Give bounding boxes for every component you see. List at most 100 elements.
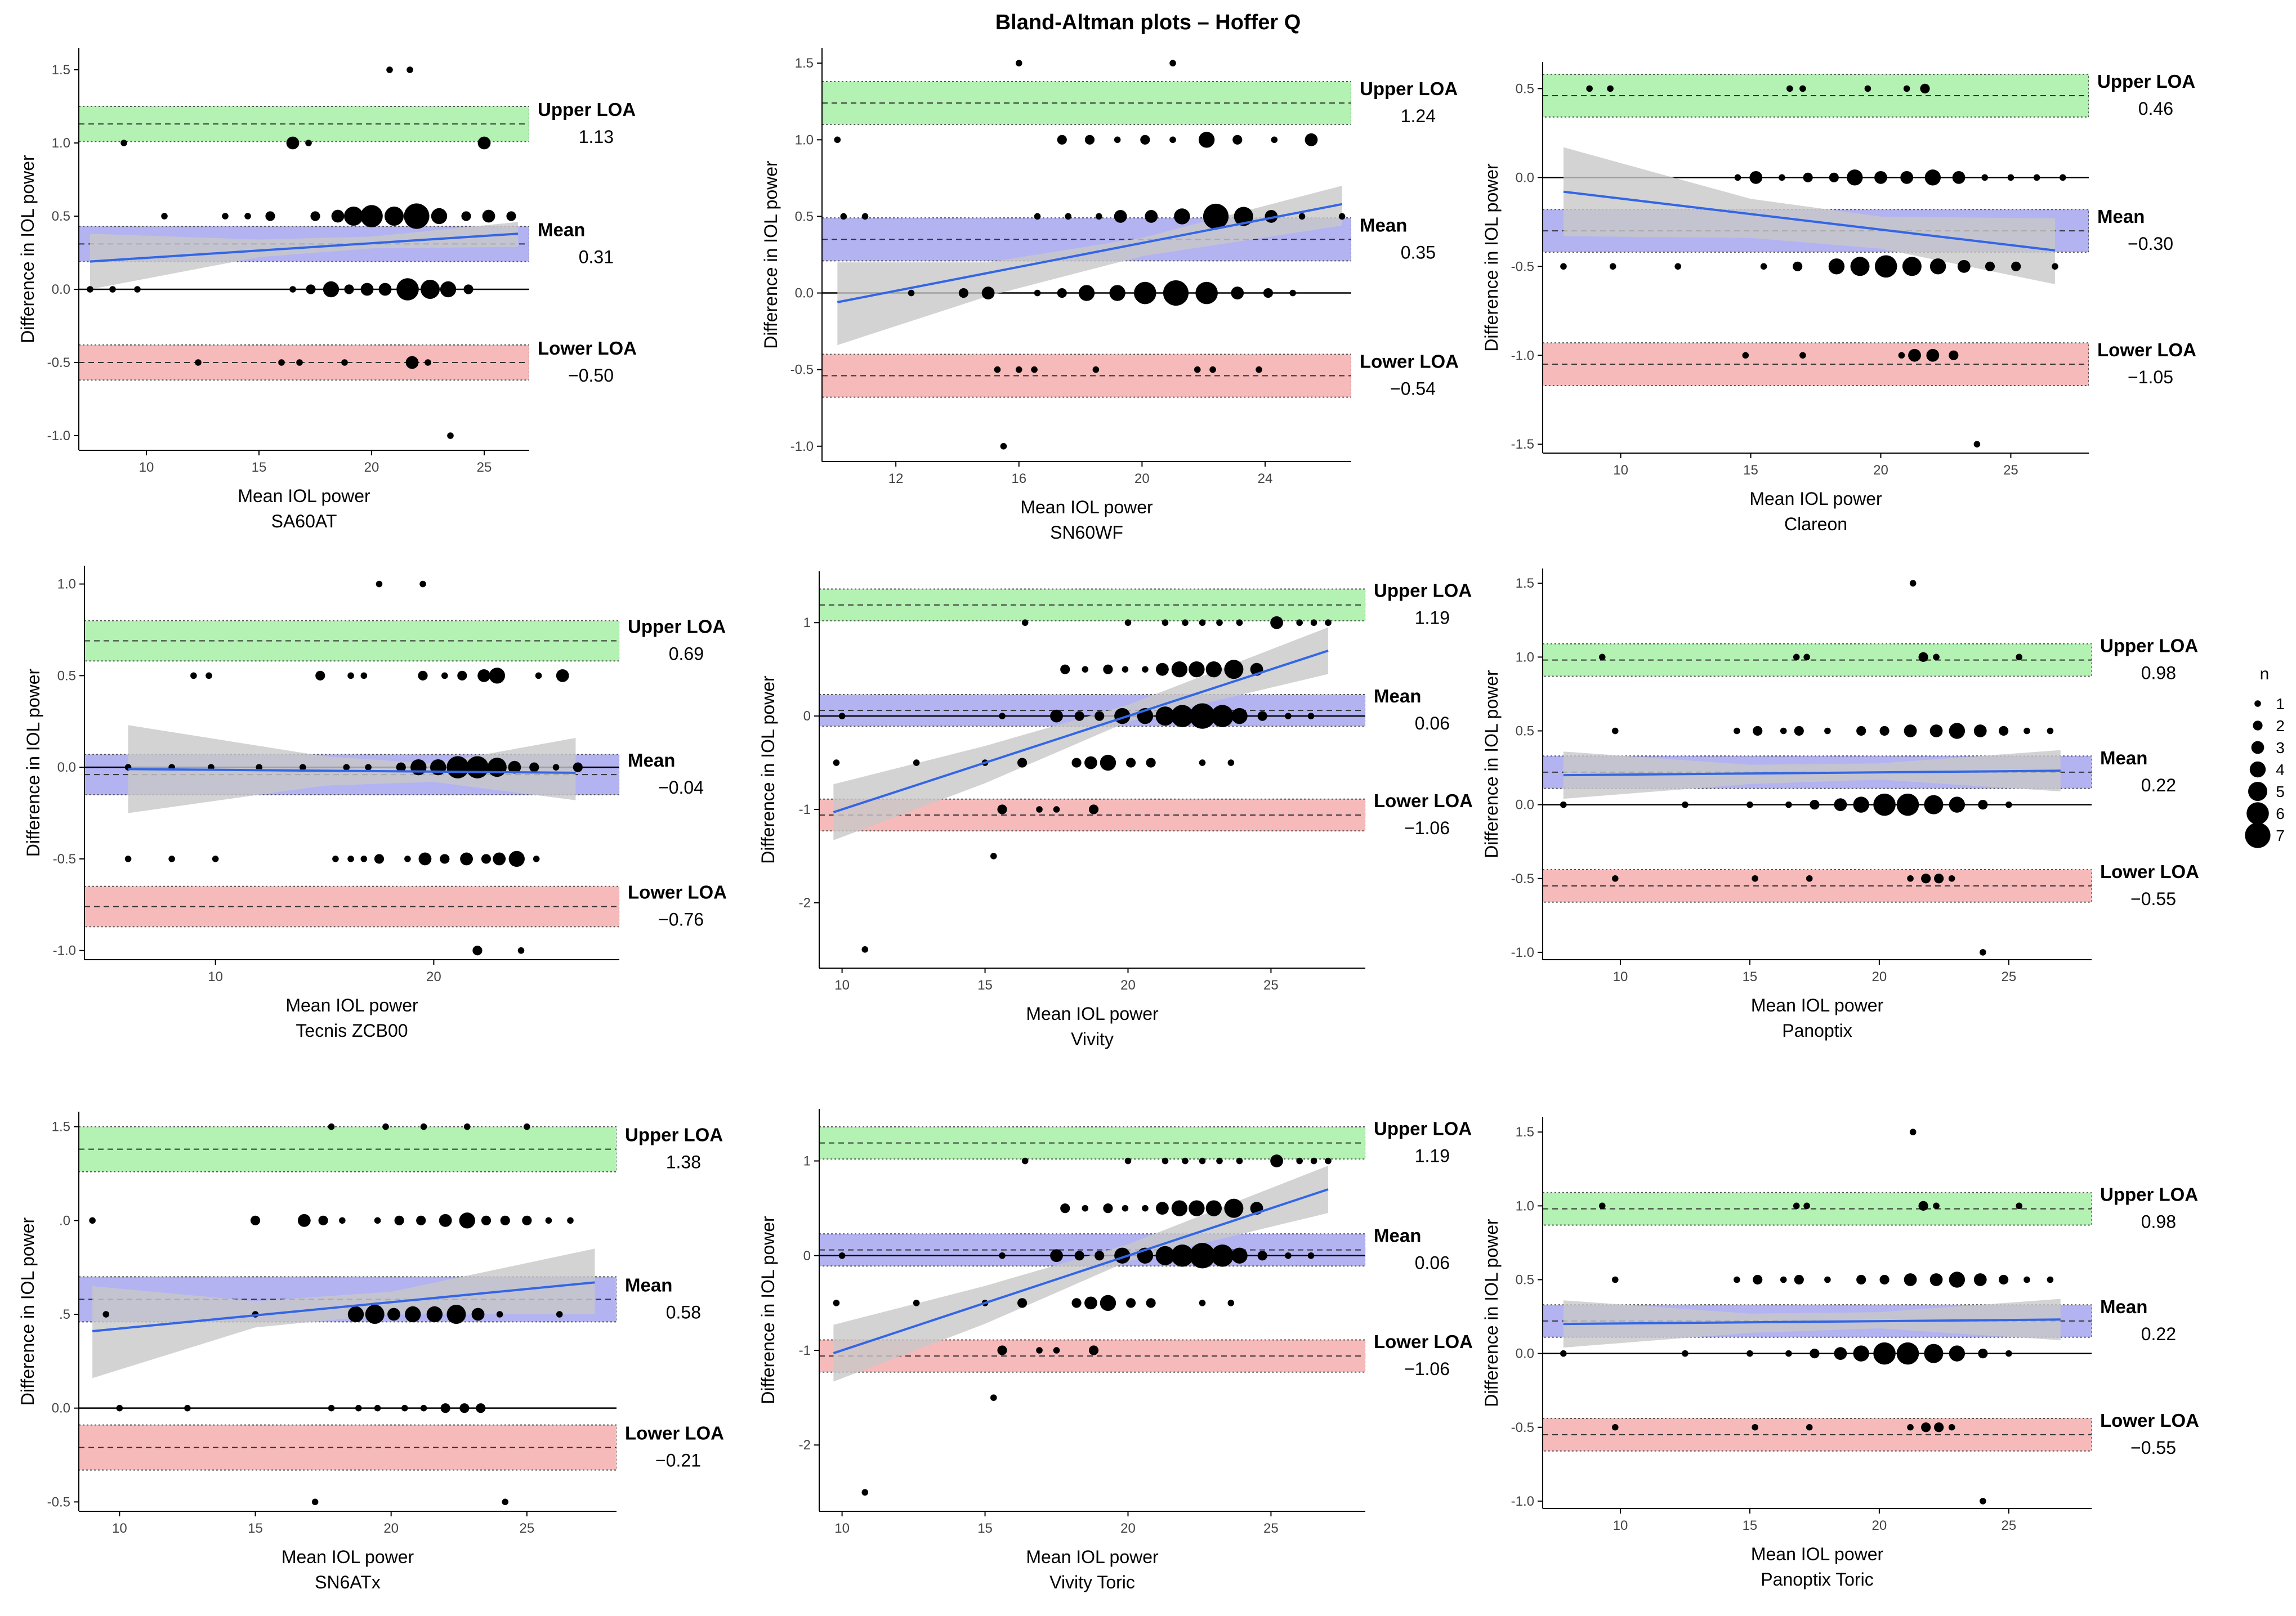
data-point [1095,1251,1105,1261]
data-point [1794,726,1804,736]
y-tick-label: 0.0 [1516,170,1534,185]
mean-label: Mean [2100,1296,2147,1317]
data-point [347,856,354,862]
data-point [1810,800,1820,810]
data-point [1682,801,1689,808]
data-point [838,713,846,719]
x-tick-label: 20 [426,969,441,984]
x-tick-label: 10 [834,1521,850,1536]
y-tick-label: 1.5 [1516,576,1534,591]
data-point [1060,664,1070,674]
y-tick-label: -0.5 [53,852,76,867]
data-point [374,1404,381,1412]
data-point [418,852,432,866]
data-point [1780,727,1787,735]
y-tick-label: 0.0 [52,282,70,297]
data-point [1182,619,1189,626]
data-point [421,280,440,299]
data-point [1847,169,1863,186]
data-point [1850,257,1870,276]
y-tick-label: 1 [803,615,811,630]
upper-loa-value: 0.98 [2141,1212,2176,1232]
data-point [1810,1349,1820,1359]
data-point [360,672,368,679]
data-point [493,852,506,866]
data-point [1980,1498,1986,1505]
lower-loa-label: Lower LOA [625,1423,724,1444]
data-point [2047,727,2054,735]
data-point [1122,1205,1129,1212]
plot-area [1543,580,2092,956]
data-point [1949,723,1966,739]
plot-area [822,60,1351,450]
regression-line [90,232,519,263]
data-point [459,1403,470,1413]
legend-dot [2254,700,2261,707]
data-point [1088,1345,1099,1355]
data-point [2052,263,2058,270]
upper-loa-label: Upper LOA [1360,78,1458,99]
data-point [1794,1274,1804,1285]
data-point [508,850,525,867]
legend-label: 5 [2276,783,2285,800]
data-point [1752,1423,1758,1431]
y-axis-title: Difference in IOL power [23,668,43,857]
data-point [1879,1274,1889,1285]
data-point [1874,171,1887,184]
upper-loa-value: 1.13 [579,127,614,147]
data-point [482,209,495,223]
data-point [1904,1273,1917,1286]
legend-label: 3 [2276,739,2285,756]
data-point [861,213,869,220]
panel-sa60at: 10 15 20 25 -1.0 -0.5 0.0 0.5 1.0 1.5 Difference i… [17,48,637,531]
data-point [999,1252,1006,1259]
data-point [1216,1157,1223,1165]
data-point [489,668,506,684]
regression-line [1563,769,2061,777]
x-tick-label: 20 [1120,1521,1136,1536]
y-tick-label: 0.5 [1516,81,1534,96]
data-point [463,1123,471,1130]
data-point [341,359,348,366]
data-point [102,1311,110,1318]
figure-title: Bland-Altman plots – Hoffer Q [995,11,1301,34]
data-point [1856,1274,1866,1285]
mean-value: −0.30 [2128,234,2173,254]
lower-loa-value: −0.21 [655,1451,701,1471]
data-point [1900,171,1914,184]
data-point [1674,263,1681,270]
lower-loa-value: −0.55 [2130,1438,2176,1458]
data-point [1289,289,1296,297]
y-tick-label: -1.5 [1511,437,1534,452]
data-point [401,1404,408,1412]
regression-line [837,203,1342,303]
data-point [1171,1244,1194,1267]
data-point [87,286,93,293]
data-point [1934,874,1944,884]
upper-loa-value: 1.38 [666,1152,701,1172]
mean-value: 0.06 [1415,1253,1450,1273]
data-point [1325,1157,1332,1165]
data-point [1169,136,1176,144]
data-point [1921,1422,1931,1433]
y-tick-label: 0.5 [57,668,76,683]
data-point [472,946,483,956]
data-point [299,764,306,771]
data-point [323,281,340,298]
lower-loa-band [1543,1418,2092,1452]
data-point [1973,441,1981,448]
lower-loa-value: −1.06 [1404,1359,1450,1379]
lower-loa-band [1543,869,2092,903]
data-point [1948,875,1955,882]
legend-title: n [2260,665,2270,683]
lower-loa-value: −0.50 [568,365,614,386]
legend-dot [2245,822,2271,848]
data-point [1036,806,1043,813]
data-point [306,284,316,294]
data-point [387,1308,400,1321]
data-point [1834,1347,1847,1360]
data-point [328,1404,335,1412]
mean-value: 0.31 [579,247,614,267]
data-point [1864,85,1871,92]
data-point [89,1217,96,1224]
